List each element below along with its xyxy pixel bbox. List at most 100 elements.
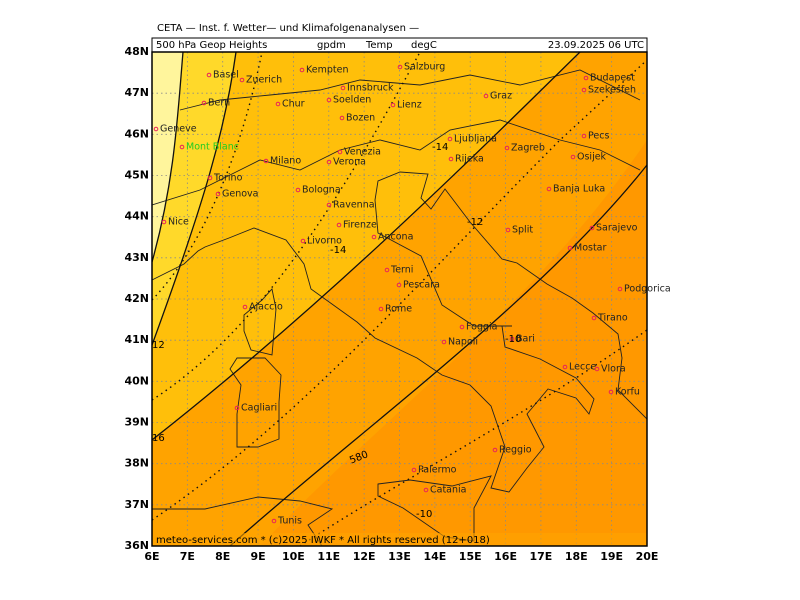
city-label: Budapest	[590, 73, 635, 84]
city-marker	[275, 101, 281, 107]
city-marker	[505, 227, 511, 233]
city-label: Sarajevo	[596, 223, 638, 234]
city-marker	[459, 324, 465, 330]
contour-label: -10	[416, 509, 432, 520]
lat-label: 45N	[124, 169, 149, 182]
city-label: Foggia	[466, 322, 497, 333]
city-marker	[371, 234, 377, 240]
city-marker	[567, 245, 573, 251]
city-marker	[594, 366, 600, 372]
city-marker	[299, 67, 305, 73]
city-label: Venezia	[344, 147, 381, 158]
city-label: Tirano	[597, 313, 628, 324]
lon-label: 8E	[215, 550, 230, 563]
city-marker	[504, 145, 510, 151]
city-marker	[448, 156, 454, 162]
city-marker	[397, 64, 403, 70]
city-label: Reggio	[499, 445, 532, 456]
lat-label: 36N	[124, 539, 149, 552]
city-marker	[201, 100, 207, 106]
city-marker	[153, 126, 159, 132]
city-label: Milano	[270, 156, 301, 167]
city-label: Vlora	[601, 364, 626, 375]
city-marker	[234, 405, 240, 411]
city-label: Lienz	[397, 100, 422, 111]
city-label: Pecs	[588, 131, 609, 142]
contour-label: -14	[432, 142, 448, 153]
city-label: Bologna	[302, 185, 341, 196]
city-marker	[339, 115, 345, 121]
city-marker	[447, 136, 453, 142]
lon-label: 15E	[459, 550, 482, 563]
city-label: Bern	[208, 98, 230, 109]
city-marker	[423, 487, 429, 493]
city-marker	[562, 364, 568, 370]
lon-label: 10E	[282, 550, 305, 563]
lat-label: 42N	[124, 292, 149, 305]
city-label: Salzburg	[404, 62, 445, 73]
city-label: Basel	[213, 70, 239, 81]
city-marker	[483, 93, 489, 99]
lon-label: 14E	[423, 550, 446, 563]
lat-label: 37N	[124, 498, 149, 511]
city-marker	[239, 77, 245, 83]
contour-label: -10	[505, 334, 521, 345]
lon-label: 13E	[388, 550, 411, 563]
city-label: Innsbruck	[347, 83, 394, 94]
city-label: Ancona	[378, 232, 413, 243]
city-marker	[271, 518, 277, 524]
city-label: Bari	[516, 334, 535, 345]
contour-label: 12	[152, 340, 165, 351]
contour-label: 16	[152, 433, 165, 444]
lon-label: 20E	[636, 550, 659, 563]
city-label: Bozen	[346, 113, 375, 124]
city-label: Podgorica	[624, 284, 671, 295]
city-marker	[583, 75, 589, 81]
city-marker	[300, 238, 306, 244]
city-marker	[179, 144, 185, 150]
city-label: Lecce	[569, 362, 596, 373]
contour-label: -12	[467, 217, 483, 228]
city-label: Zagreb	[511, 143, 545, 154]
city-marker	[546, 186, 552, 192]
city-label: Ravenna	[333, 200, 375, 211]
city-marker	[326, 159, 332, 165]
city-marker	[378, 306, 384, 312]
city-label: Kempten	[306, 65, 348, 76]
city-label: Nice	[168, 217, 189, 228]
city-marker	[326, 202, 332, 208]
lat-label: 47N	[124, 86, 149, 99]
city-label: Palermo	[418, 465, 457, 476]
city-marker	[492, 447, 498, 453]
lat-label: 40N	[124, 374, 149, 387]
city-label: Soelden	[333, 95, 371, 106]
lon-label: 19E	[600, 550, 623, 563]
lat-label: 41N	[124, 333, 149, 346]
lon-label: 6E	[144, 550, 159, 563]
lat-label: 44N	[124, 210, 149, 223]
city-label: Napoli	[448, 337, 478, 348]
lon-label: 9E	[250, 550, 265, 563]
city-marker	[384, 267, 390, 273]
city-marker	[161, 219, 167, 225]
city-marker	[215, 191, 221, 197]
lat-label: 38N	[124, 457, 149, 470]
city-label: Chur	[282, 99, 305, 110]
lat-label: 48N	[124, 45, 149, 58]
header-title: CETA — Inst. f. Wetter— und Klimafolgena…	[157, 23, 419, 34]
city-marker	[206, 72, 212, 78]
map-frame	[151, 51, 648, 547]
footer: meteo-services.com * (c)2025 IWKF * All …	[156, 535, 490, 546]
city-marker	[242, 304, 248, 310]
header-field: Temp	[365, 40, 393, 51]
city-label: Torino	[213, 173, 243, 184]
city-label: Verona	[333, 157, 366, 168]
city-marker	[326, 97, 332, 103]
city-label: Zuerich	[246, 75, 282, 86]
city-label: Genova	[222, 189, 258, 200]
city-label: Osijek	[577, 152, 607, 163]
header-field: 500 hPa Geop Heights	[156, 40, 267, 51]
city-label: Pescara	[403, 280, 440, 291]
lat-label: 39N	[124, 416, 149, 429]
